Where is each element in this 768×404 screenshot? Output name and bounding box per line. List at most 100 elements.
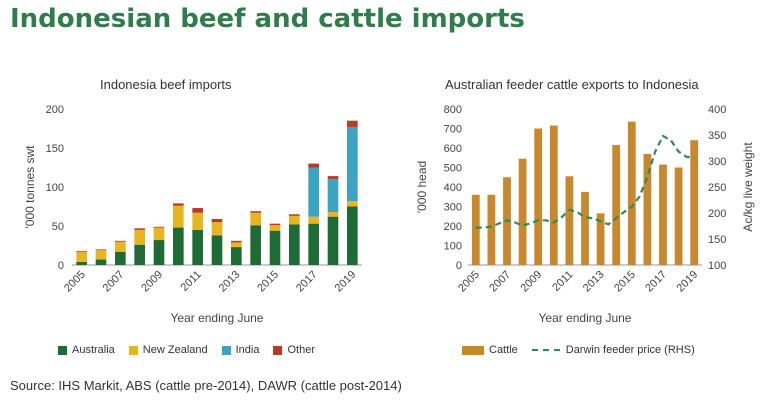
bar-other-2014	[250, 211, 261, 213]
bar-cattle-2017	[659, 164, 667, 265]
bar-australia-2013	[231, 247, 242, 265]
bar-cattle-2014	[612, 145, 621, 265]
x-tick-label: 2011	[550, 269, 575, 294]
y-tick-label: 600	[444, 143, 462, 155]
legend-item-cattle: Cattle	[462, 344, 518, 356]
bar-new-zealand-2019	[347, 201, 358, 207]
x-tick-label: 2009	[139, 269, 165, 295]
bar-cattle-2008	[518, 158, 527, 265]
bar-new-zealand-2007	[115, 241, 126, 252]
bar-cattle-2018	[674, 167, 683, 265]
bar-australia-2009	[153, 240, 165, 265]
bar-new-zealand-2012	[211, 222, 223, 236]
bar-india-2018	[327, 179, 339, 212]
legend-line-swatch	[531, 349, 560, 351]
x-tick-label: 2017	[643, 269, 669, 295]
x-tick-label: 2009	[519, 269, 545, 295]
bar-australia-2014	[250, 225, 261, 265]
bar-cattle-2019	[690, 140, 699, 265]
x-tick-label: 2013	[217, 269, 243, 295]
bar-other-2008	[134, 228, 145, 230]
legend-item: New Zealand	[128, 344, 208, 356]
legend-swatch	[128, 345, 138, 355]
x-tick-label: 2017	[294, 269, 320, 295]
bar-new-zealand-2015	[269, 225, 281, 231]
bar-new-zealand-2010	[173, 205, 184, 228]
bar-new-zealand-2005	[76, 251, 87, 262]
legend-label: Other	[287, 344, 315, 356]
bar-new-zealand-2016	[289, 215, 300, 225]
y2-tick-label: 200	[708, 208, 726, 220]
page-title: Indonesian beef and cattle imports	[10, 4, 525, 34]
bar-other-2012	[211, 218, 223, 223]
y-axis-label: '000 head	[415, 161, 429, 213]
beef-imports-legend: Australia New Zealand India Other	[58, 344, 329, 356]
bar-other-2016	[289, 214, 300, 216]
bar-other-2007	[115, 240, 126, 242]
chart-title-beef-imports: Indonesia beef imports	[100, 77, 232, 92]
legend-label: Cattle	[489, 344, 518, 356]
bar-other-2005	[76, 250, 87, 252]
bar-india-2017	[308, 167, 319, 217]
legend-label: New Zealand	[142, 344, 208, 356]
x-tick-label: 2015	[255, 269, 281, 295]
legend-swatch	[462, 345, 484, 355]
bar-australia-2011	[192, 229, 203, 265]
bar-cattle-2009	[534, 128, 543, 265]
y-tick-label: 0	[456, 260, 462, 272]
x-axis-label: Year ending June	[539, 311, 632, 325]
y2-tick-label: 350	[708, 130, 726, 142]
y-tick-label: 300	[444, 202, 462, 214]
bar-australia-2012	[211, 235, 223, 265]
bar-new-zealand-2008	[134, 229, 145, 245]
y-tick-label: 400	[444, 182, 462, 194]
bar-new-zealand-2017	[308, 216, 319, 224]
x-tick-label: 2007	[101, 269, 127, 295]
legend-label: India	[235, 344, 260, 356]
bar-australia-2018	[327, 216, 339, 265]
legend-item: Australia	[58, 344, 115, 356]
bar-australia-2017	[308, 223, 319, 265]
bar-other-2010	[173, 203, 184, 206]
bar-other-2017	[308, 163, 319, 168]
bar-new-zealand-2009	[153, 227, 165, 241]
bar-australia-2010	[173, 227, 184, 265]
y2-axis-label: Ac/kg live weight	[741, 142, 755, 232]
legend-swatch	[221, 345, 231, 355]
source-note: Source: IHS Markit, ABS (cattle pre-2014…	[10, 378, 402, 393]
y-tick-label: 100	[46, 182, 64, 194]
x-tick-label: 2019	[675, 269, 701, 295]
bar-india-2019	[347, 126, 358, 202]
bar-cattle-2012	[581, 191, 589, 265]
bar-other-2018	[327, 176, 339, 180]
x-tick-label: 2015	[612, 269, 638, 295]
bar-other-2011	[192, 208, 203, 213]
x-axis-label: Year ending June	[171, 311, 264, 325]
bar-cattle-2013	[596, 213, 605, 265]
bar-cattle-2006	[487, 194, 496, 265]
x-tick-label: 2005	[62, 269, 88, 295]
y-axis-label: '000 tonnes swt	[23, 145, 37, 229]
legend-label: Darwin feeder price (RHS)	[565, 344, 695, 356]
bar-cattle-2011	[565, 176, 574, 265]
bar-new-zealand-2014	[250, 212, 261, 226]
y-tick-label: 150	[46, 143, 64, 155]
bar-new-zealand-2006	[95, 250, 107, 260]
bar-australia-2015	[269, 230, 281, 265]
bar-australia-2006	[95, 259, 107, 265]
bar-other-2006	[95, 249, 107, 251]
bar-other-2015	[269, 223, 281, 226]
y-tick-label: 50	[52, 221, 64, 233]
cattle-exports-legend: Cattle Darwin feeder price (RHS)	[462, 344, 709, 356]
y2-tick-label: 250	[708, 182, 726, 194]
y-tick-label: 700	[444, 124, 462, 136]
y-tick-label: 500	[444, 163, 462, 175]
y-tick-label: 100	[444, 241, 462, 253]
bar-cattle-2016	[643, 153, 652, 265]
y-tick-label: 800	[444, 104, 462, 116]
bar-australia-2007	[115, 251, 126, 265]
bar-new-zealand-2013	[231, 242, 242, 248]
y-tick-label: 200	[444, 221, 462, 233]
bar-cattle-2005	[471, 194, 480, 265]
